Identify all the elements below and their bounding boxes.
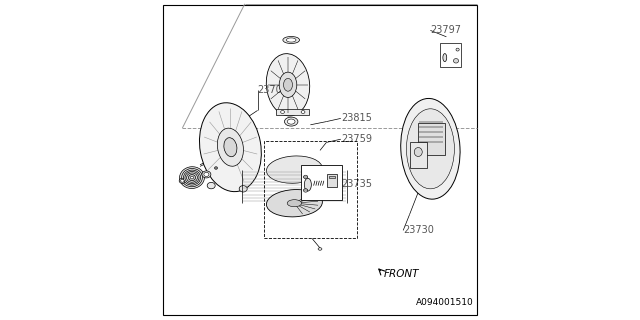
Ellipse shape [188,175,196,180]
Ellipse shape [406,109,454,189]
Ellipse shape [414,148,422,156]
Ellipse shape [456,48,460,51]
Ellipse shape [287,38,296,42]
Bar [440,43,461,67]
Ellipse shape [180,179,184,182]
Ellipse shape [266,189,323,217]
Text: 23730: 23730 [403,225,434,236]
Ellipse shape [285,117,298,126]
Ellipse shape [179,178,186,183]
Ellipse shape [280,111,285,114]
Text: 23815: 23815 [340,113,372,124]
Polygon shape [276,109,310,115]
Bar [410,142,428,168]
Ellipse shape [180,167,204,188]
Bar [417,123,445,155]
Ellipse shape [303,175,308,179]
Ellipse shape [200,103,261,192]
Ellipse shape [207,182,215,189]
Text: 23759: 23759 [340,134,372,144]
Ellipse shape [214,167,218,169]
Ellipse shape [301,111,305,114]
Ellipse shape [215,167,217,169]
Ellipse shape [184,170,200,185]
Ellipse shape [187,173,197,182]
Ellipse shape [318,248,322,250]
Ellipse shape [453,59,458,63]
Ellipse shape [284,78,292,91]
Ellipse shape [266,54,310,116]
Text: A094001510: A094001510 [416,298,474,307]
Ellipse shape [287,119,295,124]
Text: 23797: 23797 [430,25,461,36]
Bar [327,174,337,187]
Ellipse shape [287,200,301,207]
Bar [329,176,335,178]
Ellipse shape [283,36,300,44]
Ellipse shape [202,171,211,178]
Bar [301,165,342,200]
Bar [264,141,357,238]
Text: FRONT: FRONT [384,268,419,279]
Ellipse shape [401,99,460,199]
Ellipse shape [279,72,297,97]
Ellipse shape [218,128,243,166]
Text: 23700: 23700 [258,84,289,95]
Ellipse shape [204,172,209,177]
Ellipse shape [443,53,447,61]
Ellipse shape [305,178,312,191]
Text: 23735: 23735 [340,179,372,189]
Ellipse shape [266,156,323,183]
Ellipse shape [185,172,199,184]
Ellipse shape [239,186,247,192]
Ellipse shape [182,168,202,187]
Ellipse shape [303,189,308,192]
Ellipse shape [191,176,193,179]
Ellipse shape [224,138,237,157]
